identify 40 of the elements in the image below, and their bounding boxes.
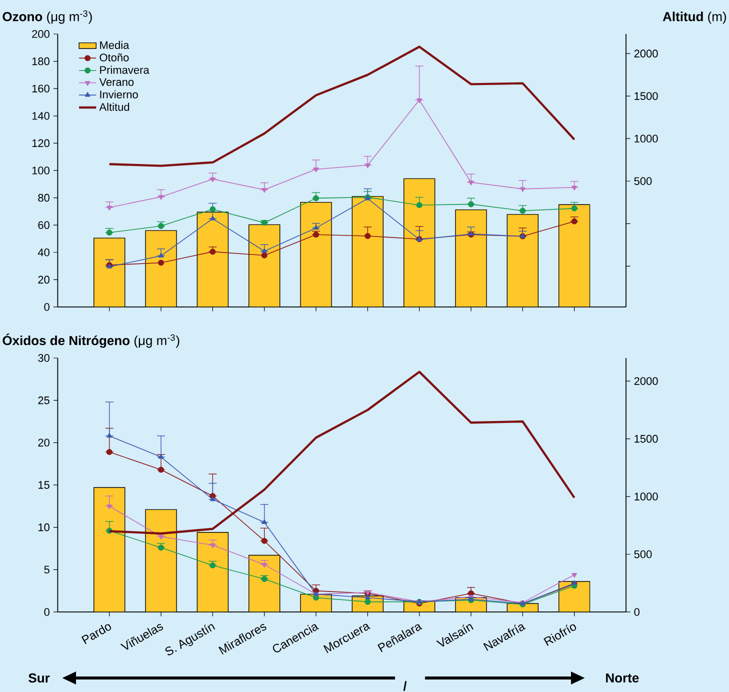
- y2-tick-label: 500: [634, 550, 652, 558]
- y2-tick-label: 1000: [634, 134, 658, 142]
- y-tick-label: 30: [38, 354, 50, 362]
- y-tick-label: 160: [32, 84, 50, 92]
- y2-tick-label: 1000: [634, 492, 658, 500]
- y2-axis-title: Altitud (m): [662, 12, 726, 24]
- text: Norte: [606, 673, 639, 683]
- y2-tick-label: 1500: [634, 434, 658, 443]
- y-tick-label: 10: [38, 523, 50, 532]
- y-tick-label: 5: [44, 566, 50, 574]
- y2-tick-label: 2000: [634, 377, 658, 385]
- y-tick-label: 0: [44, 303, 50, 311]
- y2-tick-label: 1500: [634, 92, 658, 100]
- text: /: [403, 681, 407, 691]
- y-tick-label: 25: [38, 396, 50, 404]
- y-tick-label: 20: [38, 276, 50, 284]
- y-axis-title: Óxidos de Nitrógeno (μg m$^{-3}$): [2, 334, 180, 348]
- y-tick-label: 120: [32, 139, 50, 148]
- legend-label: Otoño: [100, 53, 129, 62]
- y-tick-label: 180: [32, 57, 50, 66]
- y-axis-title: Ozono (μg m$^{-3}$): [2, 10, 92, 24]
- y-tick-label: 200: [32, 30, 50, 38]
- y-tick-label: 60: [38, 221, 50, 229]
- y-tick-label: 0: [44, 608, 50, 616]
- legend-label: Altitud: [99, 102, 130, 111]
- legend-label: Invierno: [100, 90, 138, 98]
- y2-tick-label: 500: [634, 177, 652, 186]
- y-tick-label: 15: [38, 481, 50, 489]
- legend-label: Primavera: [100, 66, 150, 74]
- y-tick-label: 80: [38, 194, 50, 202]
- y2-tick-label: 2000: [634, 50, 658, 58]
- legend-label: Verano: [99, 78, 134, 86]
- y-tick-label: 20: [38, 438, 50, 447]
- text: Sur: [28, 673, 50, 683]
- legend-label: Media: [100, 40, 130, 49]
- y-tick-label: 40: [38, 248, 50, 256]
- y-tick-label: 100: [32, 166, 50, 174]
- x-tick-label: Pardo: [81, 624, 112, 644]
- y2-tick-label: 0: [634, 608, 640, 616]
- y-tick-label: 140: [32, 112, 50, 120]
